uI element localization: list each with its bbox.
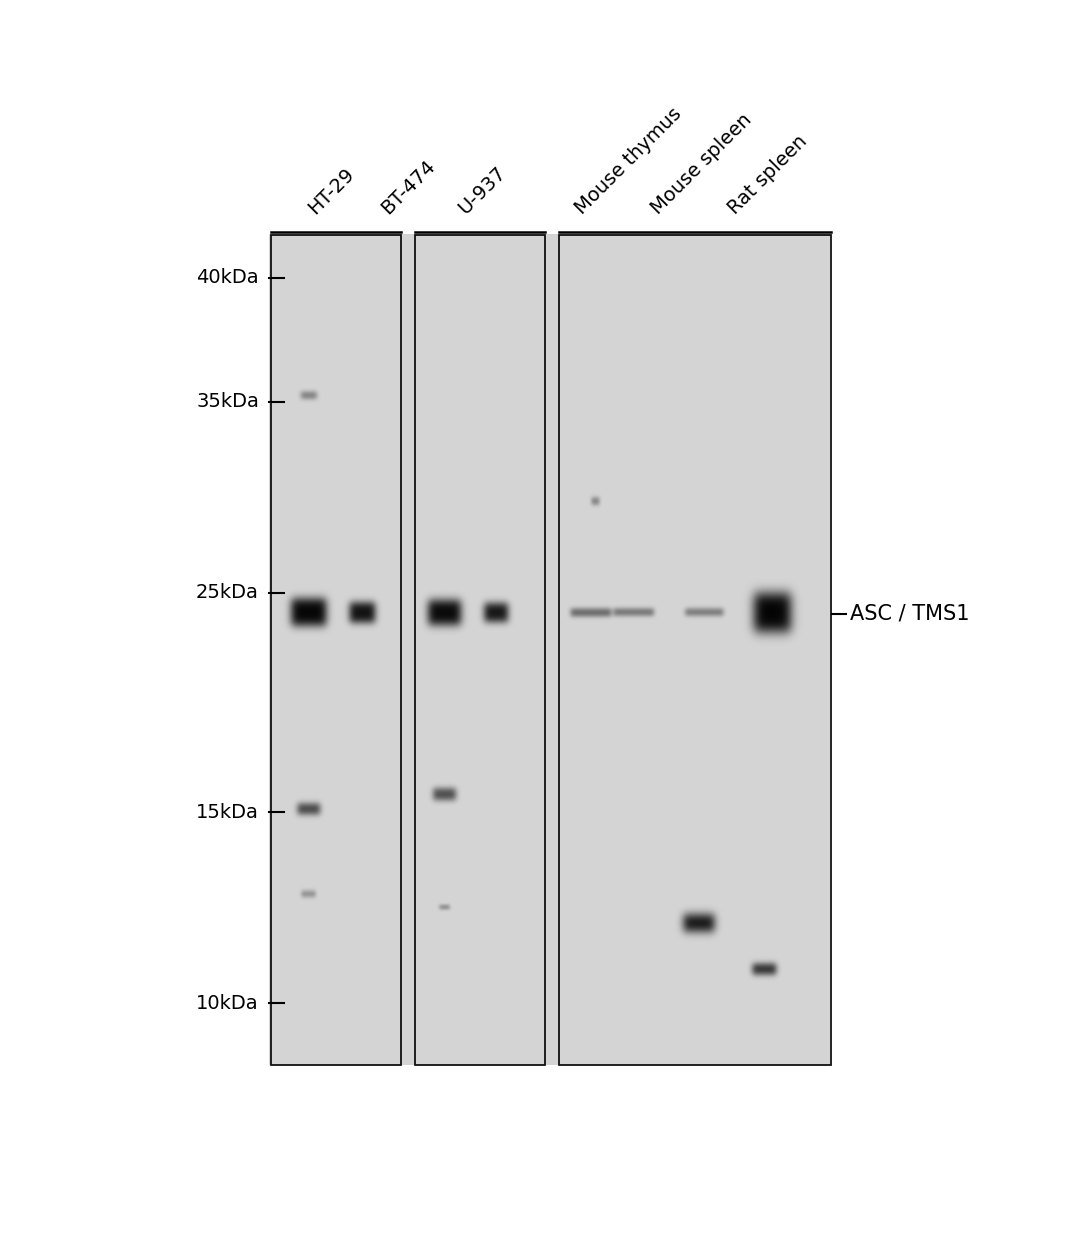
Text: HT-29: HT-29 [305,164,357,217]
Text: 25kDa: 25kDa [195,583,259,603]
Text: Rat spleen: Rat spleen [725,131,811,217]
Bar [415,234,545,1065]
Text: 10kDa: 10kDa [197,993,259,1013]
Text: Mouse thymus: Mouse thymus [572,104,686,217]
Text: Mouse spleen: Mouse spleen [647,109,755,217]
Text: U-937: U-937 [455,162,510,217]
Text: 40kDa: 40kDa [197,268,259,288]
Text: BT-474: BT-474 [378,156,440,217]
Text: 15kDa: 15kDa [195,802,259,822]
Bar [271,234,401,1065]
Text: ASC / TMS1: ASC / TMS1 [850,604,969,624]
Bar [558,234,832,1065]
Text: 35kDa: 35kDa [195,392,259,412]
